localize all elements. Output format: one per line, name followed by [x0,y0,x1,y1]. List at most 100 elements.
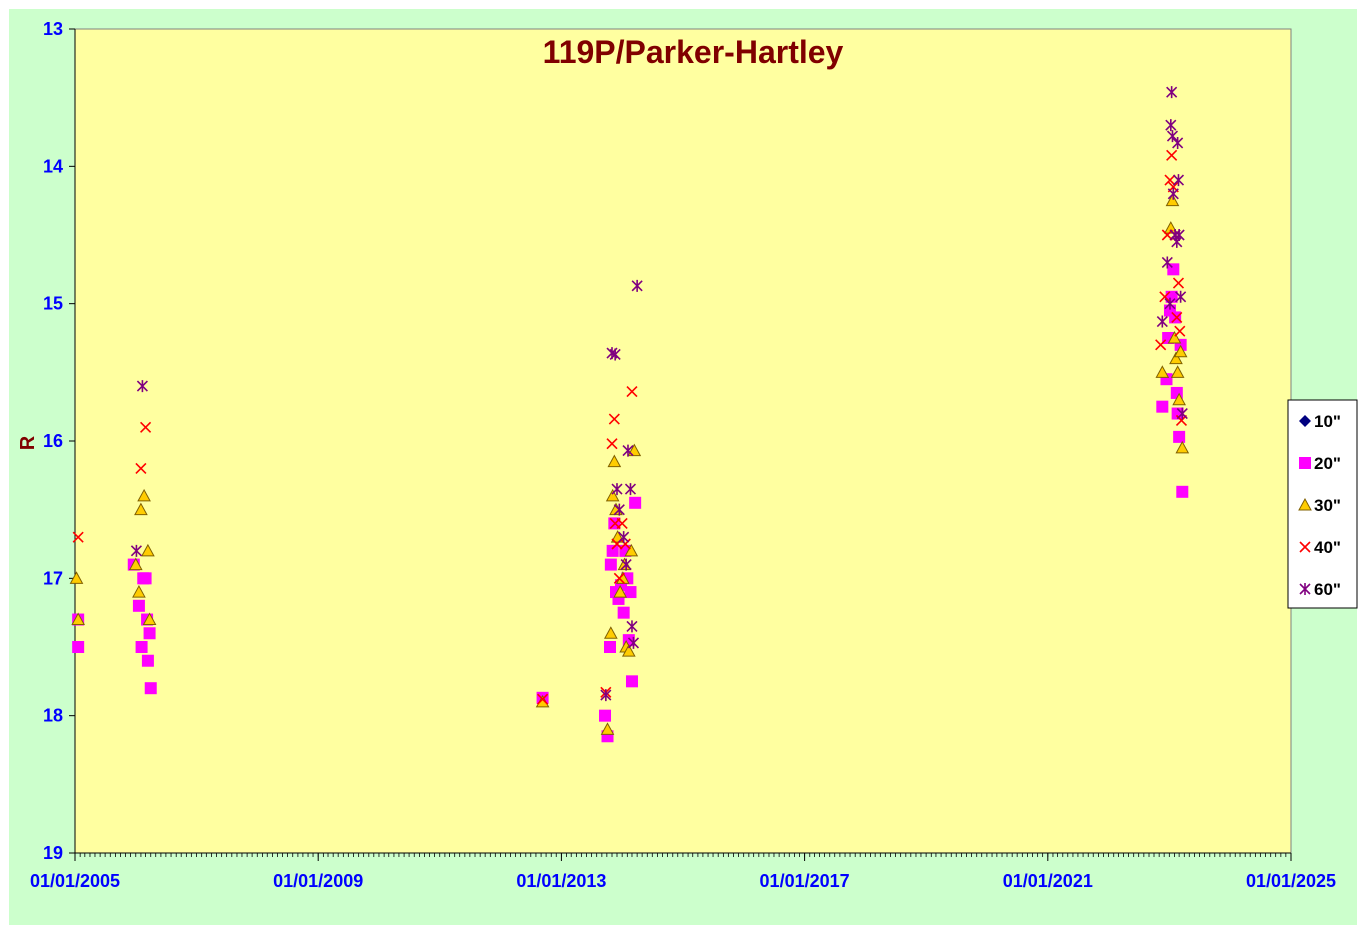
data-point [613,585,628,598]
data-point [537,693,549,705]
plot-area [74,28,1292,854]
x-tick-label: 01/01/2013 [516,871,606,891]
legend: 10" 20" 30" 40" 60" [1287,399,1358,609]
data-point [1169,311,1182,324]
data-point [604,558,617,571]
data-point [600,689,612,702]
y-axis-label: R [17,435,39,450]
data-point [141,654,154,667]
data-point [136,380,148,393]
legend-label: 40" [1314,538,1341,557]
data-point [137,488,151,502]
data-point [629,496,642,509]
data-points [69,86,1190,743]
data-point [622,444,634,457]
data-point [1156,400,1169,413]
y-tick-label: 18 [43,706,63,726]
data-point [604,641,617,653]
x-tick-label: 01/01/2009 [273,871,363,891]
data-point [619,538,631,550]
data-point [140,421,152,433]
data-point [606,544,619,557]
data-point [600,722,615,735]
data-point [1155,339,1167,351]
data-point [625,675,638,688]
data-point [1164,297,1176,310]
data-point [72,531,84,543]
data-point [1173,344,1188,358]
data-point [616,517,628,529]
x-tick-label: 01/01/2021 [1003,871,1093,891]
legend-marker [1299,583,1311,595]
data-point [1172,392,1186,406]
data-point [626,620,638,633]
data-point [626,385,638,398]
data-point [608,413,620,425]
chart-title: 119P/Parker-Hartley [543,34,844,70]
data-point [139,572,152,585]
data-point [1156,315,1168,328]
data-point [135,641,148,653]
data-point [1174,325,1186,337]
data-point [621,644,636,657]
data-point [1172,277,1185,289]
series-5 [130,86,1188,702]
data-point [1172,136,1184,149]
data-point [141,543,155,557]
data-point [1166,130,1179,143]
data-point [607,454,622,468]
data-point [142,612,157,626]
data-point [143,627,156,640]
legend-marker [1298,497,1312,511]
data-point [1166,149,1178,161]
series-4 [72,149,1188,705]
data-point [1161,256,1173,269]
x-tick-label: 01/01/2017 [760,871,850,891]
data-point [599,709,612,722]
data-point [1161,229,1173,241]
data-point [1176,485,1189,498]
legend-label: 60" [1314,580,1341,599]
data-point [71,612,86,626]
data-point [606,438,618,450]
legend-marker [1299,541,1311,553]
data-point [144,682,157,695]
legend-label: 10" [1314,412,1341,431]
data-point [611,483,623,496]
legend-marker [1299,415,1311,427]
legend-label: 30" [1314,496,1341,515]
data-point [1173,229,1185,241]
data-point [617,606,630,619]
y-tick-label: 14 [43,156,63,176]
data-point [1172,174,1185,187]
data-point [1169,351,1183,365]
data-point [624,543,639,557]
data-point [135,462,147,475]
data-point [1159,291,1171,303]
data-point [603,626,618,639]
legend-marker [1299,457,1311,469]
data-point [618,531,630,544]
data-point [1173,430,1186,443]
data-point [130,544,142,557]
data-point [72,641,85,653]
data-point [624,586,637,599]
data-point [1165,119,1177,132]
data-point [1167,187,1179,200]
x-tick-label: 01/01/2025 [1246,871,1336,891]
legend-label: 20" [1314,454,1341,473]
data-point [1175,290,1187,303]
data-point [613,572,625,584]
data-point [1171,311,1183,323]
data-point [1176,407,1188,420]
x-tick-label: 01/01/2005 [30,871,120,891]
y-tick-label: 19 [43,843,63,863]
legend-box [1287,399,1358,609]
data-point [1165,193,1180,207]
data-point [128,557,143,571]
data-point [1167,330,1182,344]
y-tick-label: 16 [43,431,63,451]
data-point [134,502,148,516]
data-point [69,571,84,584]
